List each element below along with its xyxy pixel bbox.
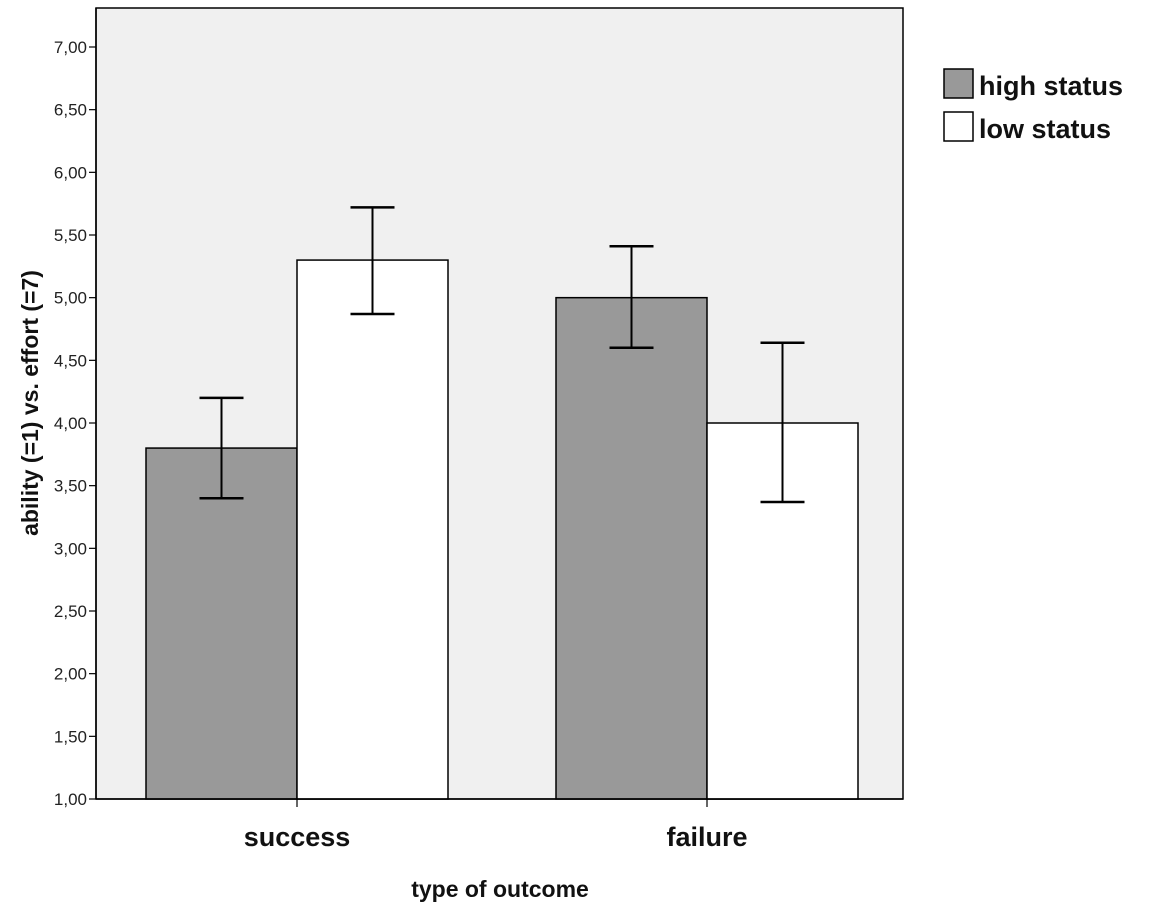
legend: high status low status	[943, 68, 1123, 144]
legend-label-low-status: low status	[979, 114, 1111, 144]
x-axis-title: type of outcome	[411, 876, 589, 902]
legend-label-high-status: high status	[979, 71, 1123, 101]
y-tick-label: 2,00	[54, 665, 87, 684]
bar-success-low-status	[296, 259, 449, 800]
legend-swatch-high-status	[943, 68, 974, 99]
y-tick-label: 2,50	[54, 602, 87, 621]
y-tick-label: 1,50	[54, 727, 87, 746]
legend-swatch-low-status	[943, 111, 974, 142]
y-tick-label: 7,00	[54, 38, 87, 57]
x-category-label-failure: failure	[666, 822, 747, 852]
y-tick-label: 3,50	[54, 477, 87, 496]
y-tick-label: 5,00	[54, 289, 87, 308]
x-category-label-success: success	[244, 822, 351, 852]
y-tick-label: 5,50	[54, 226, 87, 245]
bar-success-high-status	[145, 447, 298, 800]
y-tick-label: 6,00	[54, 163, 87, 182]
y-tick-label: 3,00	[54, 539, 87, 558]
y-tick-label: 4,00	[54, 414, 87, 433]
y-tick-label: 4,50	[54, 351, 87, 370]
y-tick-label: 1,00	[54, 790, 87, 809]
bar-failure-high-status	[555, 296, 708, 800]
y-tick-label: 6,50	[54, 101, 87, 120]
y-axis-title: ability (=1) vs. effort (=7)	[17, 270, 43, 536]
